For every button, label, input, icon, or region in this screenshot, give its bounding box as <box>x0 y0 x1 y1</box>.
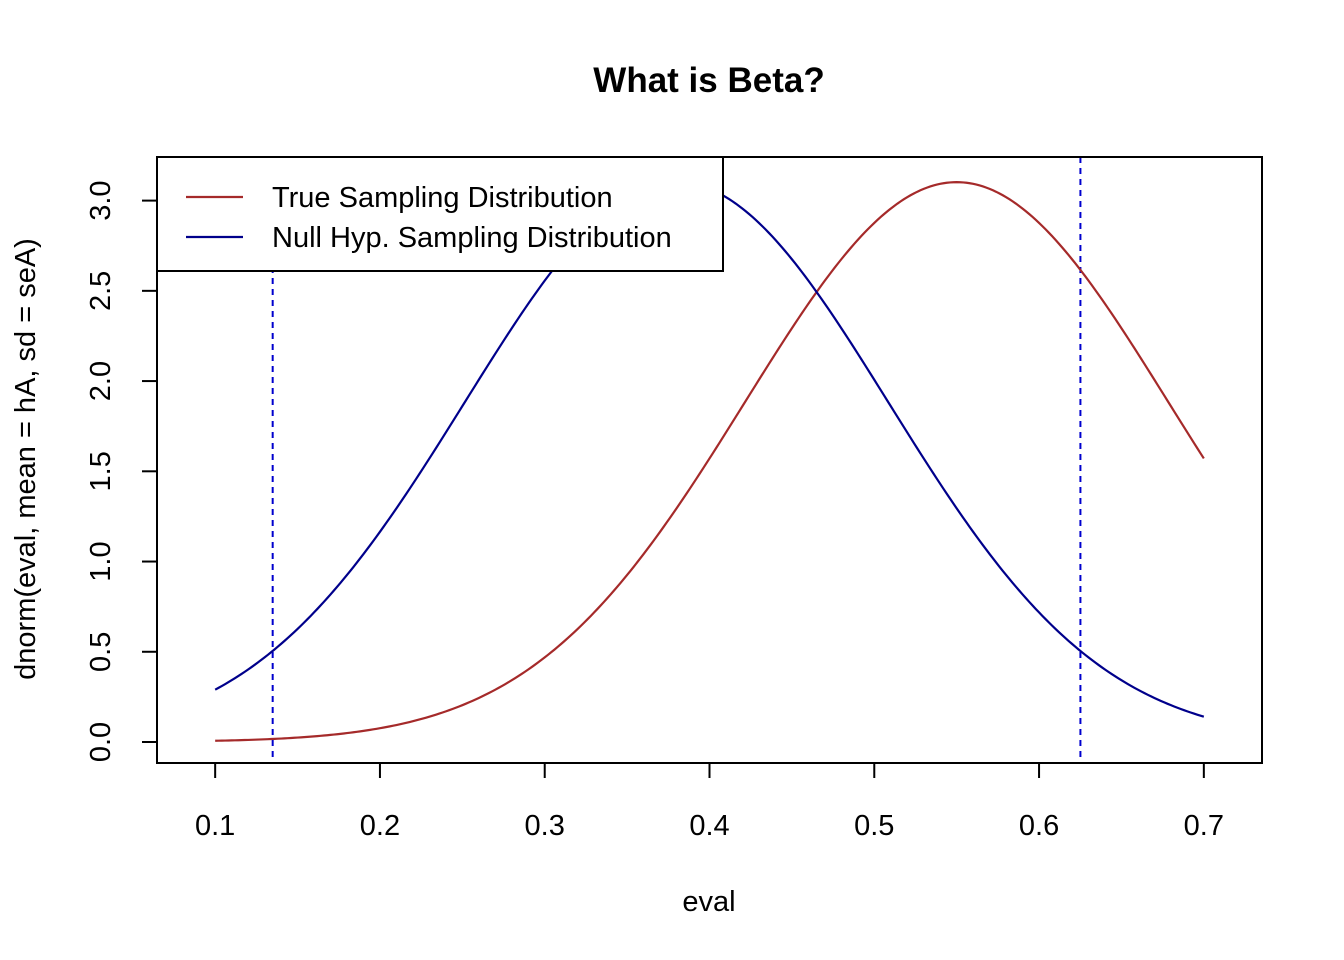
x-axis-title: eval <box>682 886 735 918</box>
x-tick-label: 0.6 <box>1019 810 1059 842</box>
x-tick-label: 0.5 <box>854 810 894 842</box>
density-curve <box>215 181 1205 742</box>
x-tick-label: 0.3 <box>525 810 565 842</box>
x-tick-label: 0.4 <box>689 810 729 842</box>
legend-label: Null Hyp. Sampling Distribution <box>272 222 672 254</box>
y-axis-title: dnorm(eval, mean = hA, sd = seA) <box>10 238 42 680</box>
y-tick-label: 0.5 <box>85 632 117 672</box>
y-tick-label: 0.0 <box>85 722 117 762</box>
x-tick-label: 0.1 <box>195 810 235 842</box>
legend-label: True Sampling Distribution <box>272 182 613 214</box>
x-tick-label: 0.7 <box>1184 810 1224 842</box>
x-axis: 0.1 0.2 0.3 0.4 0.5 0.6 0.7 <box>195 762 1224 842</box>
y-tick-label: 2.5 <box>85 271 117 311</box>
x-tick-label: 0.2 <box>360 810 400 842</box>
legend: True Sampling Distribution Null Hyp. Samp… <box>156 156 724 272</box>
y-tick-label: 1.0 <box>85 541 117 581</box>
legend-box <box>156 156 724 272</box>
y-axis: 0.0 0.5 1.0 1.5 2.0 2.5 3.0 <box>85 180 158 762</box>
y-tick-label: 3.0 <box>85 180 117 220</box>
chart-title: What is Beta? <box>593 61 824 100</box>
y-tick-label: 2.0 <box>85 361 117 401</box>
y-tick-label: 1.5 <box>85 451 117 491</box>
